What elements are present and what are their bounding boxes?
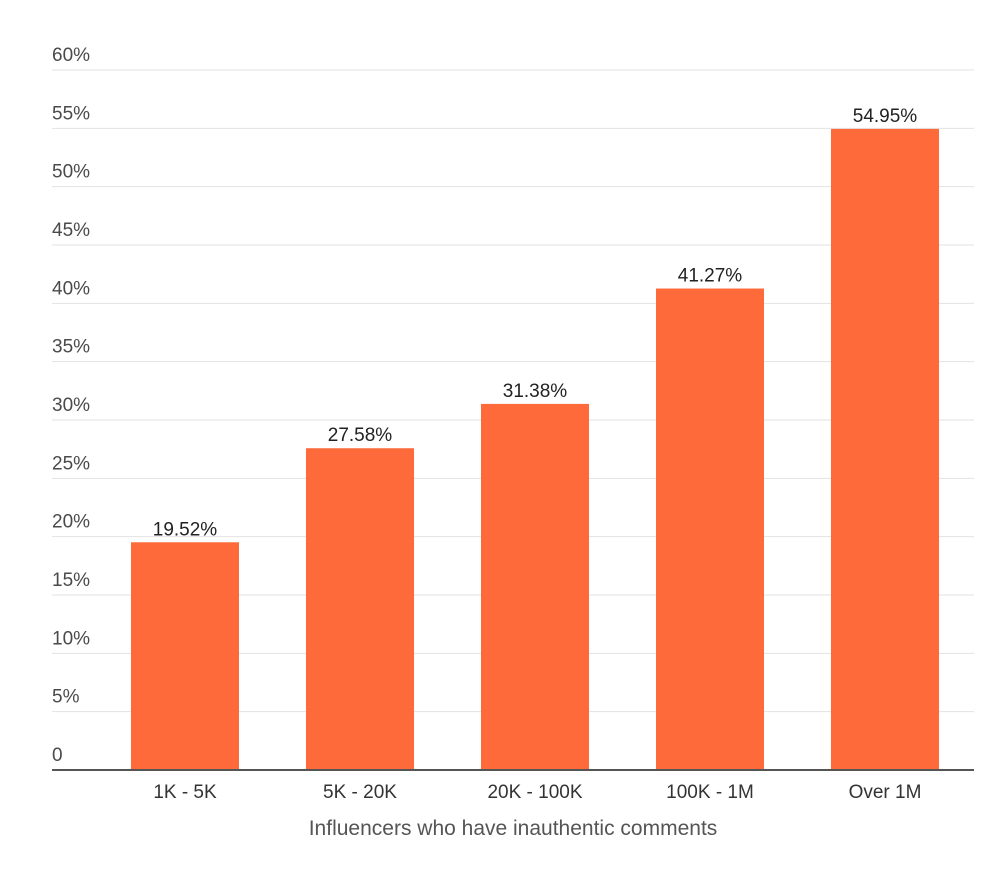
data-label: 31.38%	[503, 381, 568, 402]
y-tick-label: 35%	[52, 337, 90, 358]
x-tick-label: 5K - 20K	[323, 782, 397, 803]
y-tick-label: 40%	[52, 278, 90, 299]
x-tick-label: Over 1M	[849, 782, 922, 803]
bar	[831, 128, 939, 770]
x-axis-tick-labels: 1K - 5K 5K - 20K 20K - 100K 100K - 1M Over 1…	[153, 782, 921, 803]
y-tick-label: 10%	[52, 628, 90, 649]
y-tick-label: 5%	[52, 687, 80, 708]
y-tick-label: 50%	[52, 162, 90, 183]
bars	[131, 128, 939, 770]
y-tick-label: 0	[52, 745, 63, 766]
y-tick-label: 60%	[52, 45, 90, 66]
y-tick-label: 45%	[52, 220, 90, 241]
data-label: 41.27%	[678, 266, 743, 287]
y-tick-label: 55%	[52, 103, 90, 124]
data-labels: 19.52% 27.58% 31.38% 41.27% 54.95%	[153, 106, 918, 540]
x-tick-label: 100K - 1M	[666, 782, 754, 803]
bar	[481, 403, 589, 770]
y-tick-label: 15%	[52, 570, 90, 591]
x-axis-title: Influencers who have inauthentic comment…	[309, 817, 718, 840]
y-tick-label: 25%	[52, 453, 90, 474]
x-tick-label: 1K - 5K	[153, 782, 217, 803]
bar	[656, 288, 764, 770]
y-tick-label: 20%	[52, 512, 90, 533]
x-tick-label: 20K - 100K	[487, 782, 582, 803]
bar	[131, 542, 239, 770]
y-axis-tick-labels: 0 5% 10% 15% 20% 25% 30% 35% 40% 45% 50% 55% 60%	[52, 45, 90, 766]
y-tick-label: 30%	[52, 395, 90, 416]
data-label: 27.58%	[328, 425, 393, 446]
data-label: 54.95%	[853, 106, 918, 127]
data-label: 19.52%	[153, 519, 218, 540]
bar	[306, 448, 414, 770]
